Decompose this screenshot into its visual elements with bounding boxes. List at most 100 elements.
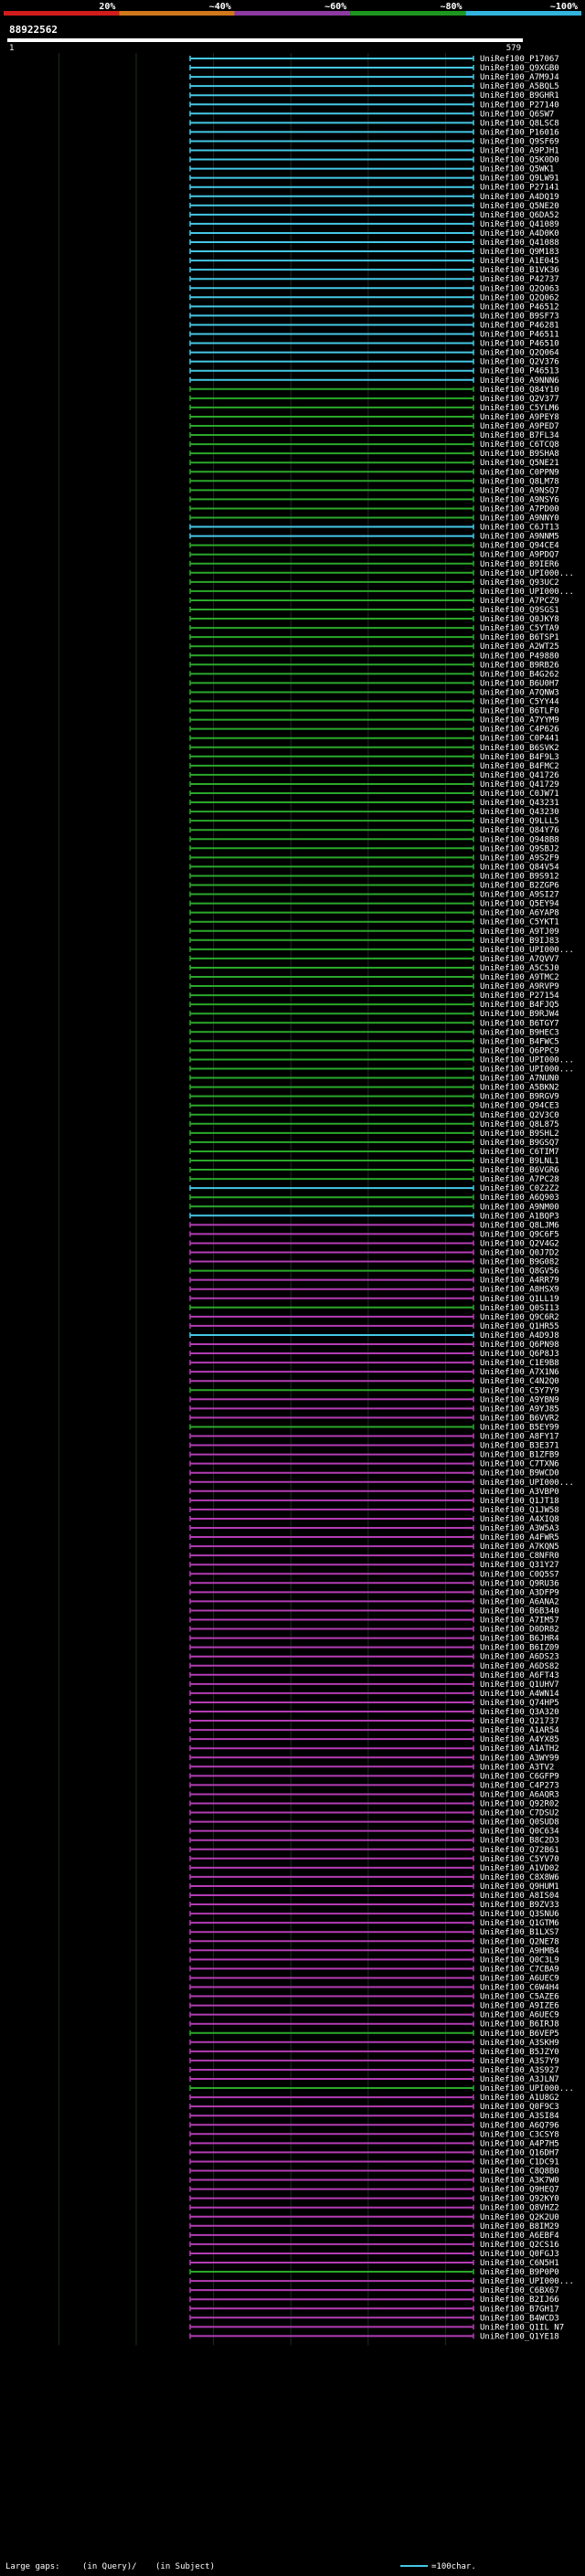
hit-label: UniRef100_Q0FGJ3: [480, 2250, 559, 2259]
hit-label: UniRef100_A3TV2: [480, 1763, 554, 1772]
hit-label: UniRef100_B9G082: [480, 1258, 559, 1267]
hit-label: UniRef100_A7PC28: [480, 1175, 559, 1184]
identity-scale-band: [350, 11, 466, 16]
hit-label: UniRef100_Q8LM78: [480, 477, 559, 486]
hit-label: UniRef100_Q6SW7: [480, 110, 554, 119]
hit-label: UniRef100_C8X8W6: [480, 1873, 559, 1882]
hit-label: UniRef100_A1E045: [480, 257, 559, 266]
hit-label: UniRef100_A3S7Y9: [480, 2057, 559, 2066]
hit-label: UniRef100_B9GHR1: [480, 91, 559, 101]
hit-label: UniRef100_B2ZGP6: [480, 882, 559, 891]
hit-label: UniRef100_A9SI27: [480, 891, 559, 900]
hit-label: UniRef100_C6GFP9: [480, 1772, 559, 1781]
hit-label: UniRef100_Q41088: [480, 239, 559, 248]
hit-label: UniRef100_Q0SUD8: [480, 1818, 559, 1828]
hit-label: UniRef100_P46511: [480, 331, 559, 340]
hit-label: UniRef100_A9PED7: [480, 422, 559, 431]
hit-label: UniRef100_A9NNN6: [480, 376, 559, 386]
hit-label: UniRef100_A9TJ09: [480, 928, 559, 937]
hit-label: UniRef100_A6UEC9: [480, 1974, 559, 1983]
hit-label: UniRef100_Q9SGS1: [480, 606, 559, 615]
hit-label: UniRef100_Q9SBJ2: [480, 844, 559, 853]
hit-label: UniRef100_B6U0H7: [480, 679, 559, 688]
gaps-query-label: (in Query)/: [82, 2562, 137, 2571]
hit-label: UniRef100_B4FWC5: [480, 1037, 559, 1046]
grid-lines: [58, 53, 446, 2346]
hit-label: UniRef100_A4WN14: [480, 1690, 559, 1699]
hit-label: UniRef100_A3W5A3: [480, 1524, 559, 1533]
hit-label: UniRef100_A7M9J4: [480, 73, 559, 82]
hit-label: UniRef100_B6JHR4: [480, 1635, 559, 1644]
hit-label: UniRef100_A9IZE6: [480, 2002, 559, 2011]
hit-label: UniRef100_B2IJ66: [480, 2295, 559, 2305]
hit-label: UniRef100_B8IM29: [480, 2222, 559, 2231]
hit-label: UniRef100_A9PEY8: [480, 413, 559, 422]
hit-label: UniRef100_A4YX85: [480, 1735, 559, 1744]
hit-label: UniRef100_A6UEC9: [480, 2011, 559, 2020]
ruler-start: 1: [9, 44, 14, 53]
hit-label: UniRef100_A7IM57: [480, 1617, 559, 1626]
hit-label: UniRef100_A2WT25: [480, 642, 559, 652]
hit-label: UniRef100_Q2V3C0: [480, 1111, 559, 1120]
hit-label: UniRef100_A9RVP9: [480, 982, 559, 991]
hit-label: UniRef100_A1VD02: [480, 1864, 559, 1873]
hit-label: UniRef100_Q43231: [480, 799, 559, 808]
hit-label: UniRef100_B9RGV9: [480, 1093, 559, 1102]
hit-label: UniRef100_C6TIM7: [480, 1148, 559, 1157]
hit-label: UniRef100_B9LNL1: [480, 1157, 559, 1166]
hit-label: UniRef100_B5JZY0: [480, 2048, 559, 2057]
hit-label: UniRef100_A6AQR3: [480, 1790, 559, 1799]
hit-label: UniRef100_Q1GTM6: [480, 1919, 559, 1928]
hit-label: UniRef100_A9NM00: [480, 1203, 559, 1212]
hit-label: UniRef100_A5BKN2: [480, 1084, 559, 1093]
hit-label: UniRef100_C5Y7Y9: [480, 1386, 559, 1395]
hit-label: UniRef100_C7DSU2: [480, 1809, 559, 1818]
gaps-label: Large gaps:: [5, 2562, 60, 2571]
hit-label: UniRef100_Q0C634: [480, 1828, 559, 1837]
hit-label: UniRef100_C1E9B8: [480, 1359, 559, 1368]
hit-label: UniRef100_Q92R02: [480, 1800, 559, 1809]
hit-label: UniRef100_C8Q8B0: [480, 2168, 559, 2177]
hit-label: UniRef100_A5C5J0: [480, 964, 559, 973]
hit-label: UniRef100_A9TMC2: [480, 973, 559, 982]
hit-label: UniRef100_A9YBN9: [480, 1395, 559, 1405]
hit-label: UniRef100_Q1JW58: [480, 1506, 559, 1515]
hit-label: UniRef100_Q0C3L9: [480, 1956, 559, 1965]
hit-label: UniRef100_C5YLM6: [480, 404, 559, 413]
hit-label: UniRef100_B9RB26: [480, 661, 559, 670]
hit-label: UniRef100_Q21737: [480, 1717, 559, 1726]
query-id: 88922562: [9, 24, 58, 36]
hit-label: UniRef100_B5EY99: [480, 1423, 559, 1432]
legend-footer: Large gaps: (in Query)/ (in Subject) =100ch…: [5, 2562, 476, 2571]
hit-label: UniRef100_A6YAP8: [480, 909, 559, 918]
hit-label: UniRef100_A9NSQ7: [480, 486, 559, 495]
hit-label: UniRef100_C5YTA9: [480, 624, 559, 633]
hit-label: UniRef100_A7PD00: [480, 504, 559, 514]
hit-label: UniRef100_Q1IL N7: [480, 2323, 564, 2332]
hit-label: UniRef100_B4G262: [480, 670, 559, 679]
hit-label: UniRef100_UPI000...: [480, 1065, 574, 1075]
hit-label: UniRef100_Q43230: [480, 808, 559, 817]
hit-label: UniRef100_Q8L875: [480, 1120, 559, 1129]
hit-label: UniRef100_Q9HEQ7: [480, 2186, 559, 2195]
hit-label: UniRef100_B9IJ83: [480, 937, 559, 946]
hit-label: UniRef100_P27154: [480, 991, 559, 1001]
hit-label: UniRef100_Q1UHV7: [480, 1680, 559, 1690]
hit-label: UniRef100_C6JT13: [480, 524, 559, 533]
hit-label: UniRef100_B1ZFB9: [480, 1451, 559, 1460]
hit-label: UniRef100_B4WCD3: [480, 2314, 559, 2323]
hit-label: UniRef100_A3SKH9: [480, 2039, 559, 2048]
hit-label: UniRef100_A7NUN0: [480, 1075, 559, 1084]
hit-label: UniRef100_Q1LL19: [480, 1295, 559, 1304]
hit-label: UniRef100_B6TLF0: [480, 707, 559, 716]
hit-label: UniRef100_A7KQN5: [480, 1542, 559, 1552]
hit-label: UniRef100_Q2V376: [480, 358, 559, 367]
hit-label: UniRef100_C4P273: [480, 1781, 559, 1790]
hit-label: UniRef100_C5YKT1: [480, 918, 559, 928]
hit-label: UniRef100_B9GSQ7: [480, 1139, 559, 1148]
hit-label: UniRef100_A9PJH1: [480, 147, 559, 156]
hit-label: UniRef100_C0P441: [480, 735, 559, 744]
hit-label: UniRef100_Q9SF69: [480, 137, 559, 146]
hit-label: UniRef100_Q5EY94: [480, 900, 559, 909]
